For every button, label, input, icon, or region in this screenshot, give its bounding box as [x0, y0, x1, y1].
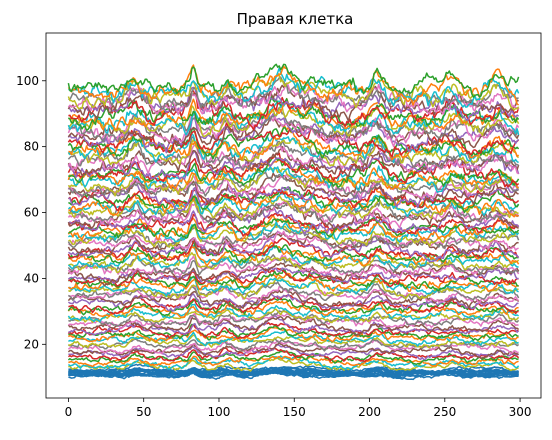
y-tick-label: 80: [24, 140, 39, 154]
y-tick-label: 20: [24, 337, 39, 351]
x-tick-label: 200: [358, 405, 381, 419]
y-tick-label: 100: [16, 74, 39, 88]
x-tick-label: 0: [65, 405, 73, 419]
x-tick-label: 150: [283, 405, 306, 419]
y-axis: 20 40 60 80 100: [16, 74, 46, 352]
x-axis: 0 50 100 150 200 250 300: [65, 398, 532, 419]
y-tick-label: 60: [24, 206, 39, 220]
series-layer: [68, 64, 518, 379]
chart-title: Правая клетка: [237, 10, 354, 28]
x-tick-label: 100: [208, 405, 231, 419]
y-tick-label: 40: [24, 271, 39, 285]
x-tick-label: 50: [136, 405, 151, 419]
x-tick-label: 250: [433, 405, 456, 419]
x-tick-label: 300: [509, 405, 532, 419]
